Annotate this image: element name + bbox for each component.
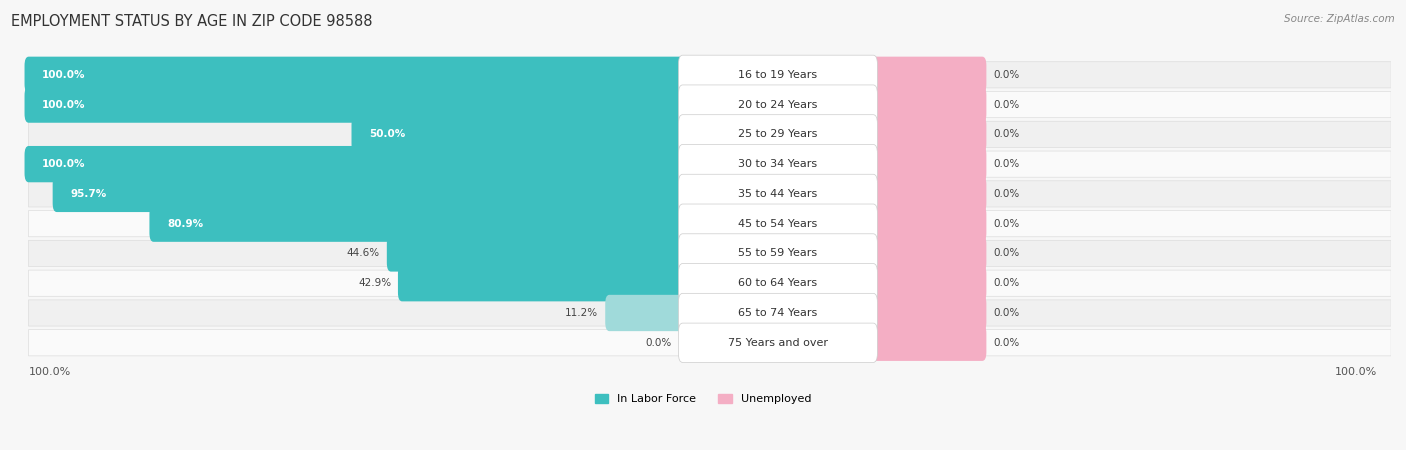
FancyBboxPatch shape (28, 240, 1391, 266)
Text: 16 to 19 Years: 16 to 19 Years (738, 70, 817, 80)
Text: 60 to 64 Years: 60 to 64 Years (738, 278, 817, 288)
FancyBboxPatch shape (352, 116, 686, 153)
FancyBboxPatch shape (869, 206, 987, 242)
FancyBboxPatch shape (28, 121, 1391, 148)
Text: 25 to 29 Years: 25 to 29 Years (738, 129, 818, 140)
FancyBboxPatch shape (679, 204, 877, 243)
Text: 11.2%: 11.2% (565, 308, 599, 318)
FancyBboxPatch shape (28, 91, 1391, 118)
Text: 20 to 24 Years: 20 to 24 Years (738, 99, 818, 110)
Text: 45 to 54 Years: 45 to 54 Years (738, 219, 817, 229)
FancyBboxPatch shape (679, 234, 877, 273)
Text: 44.6%: 44.6% (347, 248, 380, 258)
Text: 100.0%: 100.0% (1336, 367, 1378, 377)
Text: 65 to 74 Years: 65 to 74 Years (738, 308, 817, 318)
FancyBboxPatch shape (679, 144, 877, 184)
Text: 30 to 34 Years: 30 to 34 Years (738, 159, 817, 169)
Text: 0.0%: 0.0% (993, 129, 1019, 140)
FancyBboxPatch shape (869, 116, 987, 153)
FancyBboxPatch shape (605, 295, 686, 331)
FancyBboxPatch shape (24, 57, 686, 93)
FancyBboxPatch shape (869, 295, 987, 331)
Text: 0.0%: 0.0% (993, 99, 1019, 110)
FancyBboxPatch shape (24, 86, 686, 123)
FancyBboxPatch shape (28, 330, 1391, 356)
Text: 100.0%: 100.0% (42, 70, 86, 80)
FancyBboxPatch shape (28, 270, 1391, 296)
Text: 0.0%: 0.0% (993, 159, 1019, 169)
FancyBboxPatch shape (679, 174, 877, 214)
Text: 100.0%: 100.0% (42, 159, 86, 169)
FancyBboxPatch shape (28, 151, 1391, 177)
Text: 0.0%: 0.0% (993, 338, 1019, 348)
FancyBboxPatch shape (28, 300, 1391, 326)
FancyBboxPatch shape (679, 85, 877, 124)
FancyBboxPatch shape (869, 265, 987, 302)
FancyBboxPatch shape (149, 206, 686, 242)
FancyBboxPatch shape (869, 235, 987, 272)
FancyBboxPatch shape (398, 265, 686, 302)
Text: 0.0%: 0.0% (993, 278, 1019, 288)
FancyBboxPatch shape (24, 146, 686, 182)
Text: 0.0%: 0.0% (993, 70, 1019, 80)
Legend: In Labor Force, Unemployed: In Labor Force, Unemployed (591, 389, 815, 409)
FancyBboxPatch shape (679, 264, 877, 303)
FancyBboxPatch shape (869, 86, 987, 123)
FancyBboxPatch shape (52, 176, 686, 212)
Text: 0.0%: 0.0% (645, 338, 672, 348)
Text: 42.9%: 42.9% (359, 278, 391, 288)
FancyBboxPatch shape (869, 324, 987, 361)
FancyBboxPatch shape (679, 115, 877, 154)
Text: 80.9%: 80.9% (167, 219, 204, 229)
Text: 0.0%: 0.0% (993, 219, 1019, 229)
FancyBboxPatch shape (28, 211, 1391, 237)
Text: 35 to 44 Years: 35 to 44 Years (738, 189, 817, 199)
FancyBboxPatch shape (28, 62, 1391, 88)
Text: 55 to 59 Years: 55 to 59 Years (738, 248, 817, 258)
Text: 100.0%: 100.0% (28, 367, 70, 377)
Text: EMPLOYMENT STATUS BY AGE IN ZIP CODE 98588: EMPLOYMENT STATUS BY AGE IN ZIP CODE 985… (11, 14, 373, 28)
Text: 95.7%: 95.7% (70, 189, 107, 199)
FancyBboxPatch shape (869, 57, 987, 93)
FancyBboxPatch shape (679, 293, 877, 333)
Text: 0.0%: 0.0% (993, 189, 1019, 199)
Text: 0.0%: 0.0% (993, 248, 1019, 258)
Text: 50.0%: 50.0% (370, 129, 405, 140)
FancyBboxPatch shape (387, 235, 686, 272)
Text: 75 Years and over: 75 Years and over (728, 338, 828, 348)
FancyBboxPatch shape (869, 146, 987, 182)
FancyBboxPatch shape (679, 323, 877, 362)
Text: 0.0%: 0.0% (993, 308, 1019, 318)
FancyBboxPatch shape (869, 176, 987, 212)
Text: 100.0%: 100.0% (42, 99, 86, 110)
FancyBboxPatch shape (28, 181, 1391, 207)
Text: Source: ZipAtlas.com: Source: ZipAtlas.com (1284, 14, 1395, 23)
FancyBboxPatch shape (679, 55, 877, 94)
